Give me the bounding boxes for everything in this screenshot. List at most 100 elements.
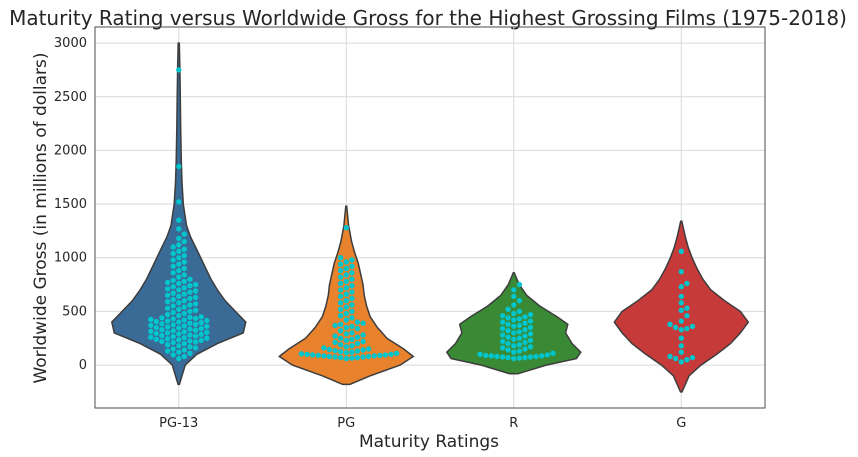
swarm-point — [499, 319, 506, 325]
swarm-point — [181, 278, 187, 285]
swarm-point — [181, 298, 187, 304]
swarm-point — [176, 235, 182, 242]
swarm-point — [349, 343, 355, 349]
swarm-point — [176, 300, 182, 306]
swarm-point — [192, 333, 199, 339]
swarm-point — [170, 346, 176, 352]
swarm-point — [176, 67, 182, 73]
swarm-point — [153, 336, 159, 342]
swarm-point — [343, 337, 349, 344]
swarm-point — [678, 248, 684, 254]
swarm-point — [377, 352, 383, 359]
swarm-point — [354, 325, 361, 332]
swarm-point — [337, 300, 344, 306]
swarm-point — [354, 319, 361, 325]
swarm-point — [505, 347, 511, 353]
swarm-point — [164, 336, 171, 342]
swarm-point — [684, 305, 690, 311]
swarm-point — [511, 293, 517, 300]
swarm-point — [176, 319, 182, 325]
swarm-point — [337, 267, 344, 274]
swarm-point — [181, 238, 187, 245]
swarm-point — [332, 354, 338, 360]
swarm-point — [522, 314, 528, 320]
violin-g — [613, 220, 750, 393]
swarm-point — [343, 310, 349, 317]
swarm-point — [164, 292, 171, 298]
swarm-point — [187, 289, 193, 295]
swarm-point — [332, 322, 338, 329]
swarm-point — [343, 259, 349, 265]
swarm-point — [326, 346, 333, 353]
swarm-point — [176, 274, 182, 280]
x-tick-label: PG-13 — [159, 416, 198, 431]
swarm-point — [192, 288, 199, 294]
swarm-point — [527, 344, 534, 350]
swarm-point — [678, 293, 684, 300]
swarm-point — [198, 331, 204, 338]
swarm-point — [176, 337, 182, 343]
swarm-point — [511, 323, 517, 330]
swarm-point — [176, 313, 182, 319]
swarm-point — [337, 306, 344, 312]
swarm-point — [349, 295, 355, 302]
swarm-point — [148, 316, 154, 323]
swarm-point — [343, 355, 349, 362]
swarm-point — [176, 255, 182, 261]
swarm-point — [181, 291, 187, 297]
swarm-point — [176, 325, 182, 331]
swarm-point — [153, 324, 159, 331]
swarm-point — [153, 330, 159, 337]
swarm-point — [164, 279, 171, 286]
swarm-point — [176, 343, 182, 349]
swarm-point — [667, 353, 673, 360]
swarm-point — [522, 333, 528, 339]
swarm-point — [354, 354, 361, 361]
swarm-point — [499, 338, 506, 345]
swarm-point — [505, 315, 511, 321]
swarm-point — [164, 311, 171, 318]
swarm-point — [176, 261, 182, 267]
swarm-point — [187, 295, 193, 302]
swarm-point — [349, 330, 355, 336]
swarm-point — [176, 217, 182, 223]
swarm-point — [349, 349, 355, 355]
swarm-point — [511, 355, 517, 362]
swarm-point — [181, 340, 187, 347]
swarm-point — [176, 199, 182, 205]
swarm-point — [689, 354, 696, 361]
swarm-point — [505, 354, 511, 361]
swarm-point — [176, 163, 182, 170]
swarm-point — [360, 338, 366, 345]
swarm-point — [499, 354, 506, 360]
swarm-point — [159, 327, 165, 333]
swarm-point — [667, 321, 673, 327]
swarm-point — [360, 354, 366, 360]
swarm-point — [181, 272, 187, 278]
swarm-point — [337, 328, 344, 334]
swarm-point — [684, 313, 690, 319]
swarm-point — [181, 252, 187, 259]
swarm-point — [337, 321, 344, 327]
swarm-point — [505, 334, 511, 340]
swarm-point — [187, 302, 193, 308]
swarm-point — [170, 296, 176, 303]
swarm-point — [170, 309, 176, 316]
swarm-point — [365, 346, 372, 352]
swarm-point — [494, 353, 500, 360]
swarm-point — [349, 263, 355, 269]
swarm-point — [499, 313, 506, 319]
swarm-point — [678, 284, 684, 290]
swarm-point — [170, 316, 176, 322]
swarm-point — [176, 248, 182, 254]
swarm-point — [159, 315, 165, 321]
swarm-point — [181, 329, 187, 335]
swarm-point — [170, 244, 176, 250]
swarm-point — [181, 317, 187, 323]
swarm-point — [170, 352, 176, 358]
swarm-point — [511, 330, 517, 336]
swarm-point — [371, 353, 377, 359]
swarm-point — [511, 349, 517, 355]
swarm-point — [164, 342, 171, 348]
swarm-point — [393, 350, 400, 356]
